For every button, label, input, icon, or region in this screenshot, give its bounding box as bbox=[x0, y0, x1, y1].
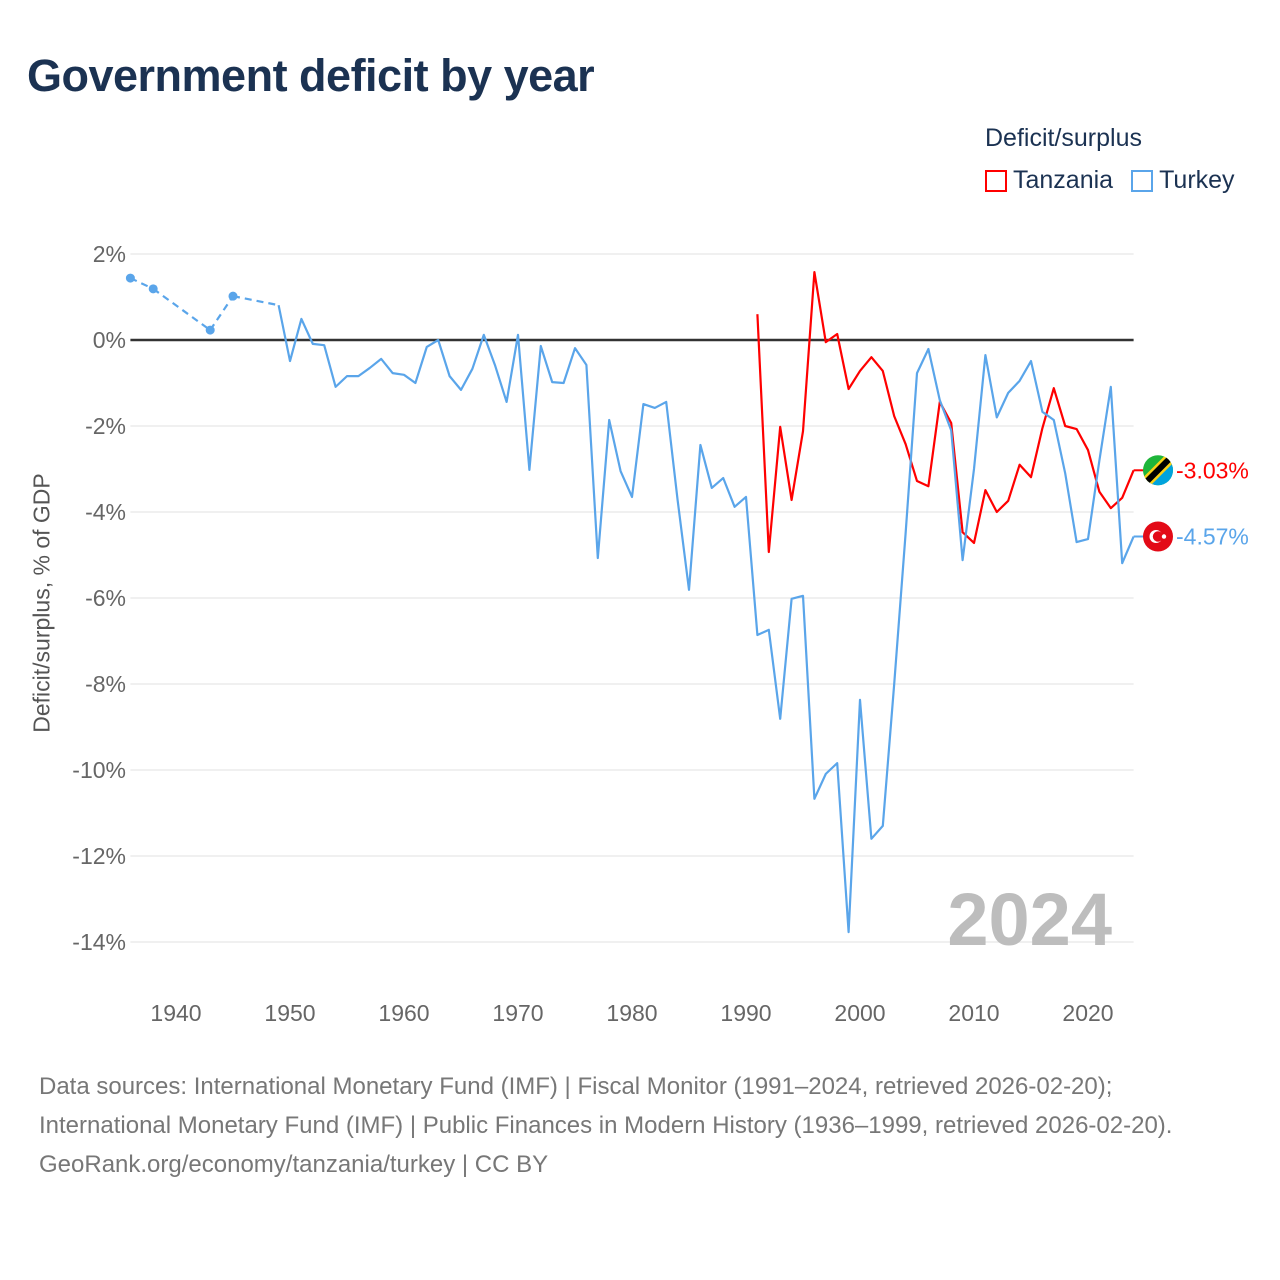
gap-segment bbox=[232, 295, 279, 307]
end-value-label: -3.03% bbox=[1176, 457, 1249, 483]
legend-title: Deficit/surplus bbox=[985, 124, 1142, 152]
flag-body bbox=[1143, 455, 1173, 486]
gap-segment bbox=[129, 277, 154, 290]
series-line bbox=[277, 304, 1135, 934]
y-tick-label: -2% bbox=[85, 413, 126, 439]
end-value-label: -4.57% bbox=[1176, 524, 1249, 550]
y-tick-label: -6% bbox=[85, 585, 126, 611]
y-tick-label: -8% bbox=[85, 671, 126, 697]
x-tick-label: 1940 bbox=[150, 1000, 201, 1026]
x-tick-label: 2000 bbox=[834, 1000, 885, 1026]
series-turkey bbox=[125, 273, 1135, 934]
series-line bbox=[756, 270, 1135, 554]
data-sources: Data sources: International Monetary Fun… bbox=[39, 1073, 1173, 1139]
gap-segment bbox=[152, 287, 211, 332]
x-tick-label: 1950 bbox=[264, 1000, 315, 1026]
x-tick-label: 2010 bbox=[948, 1000, 999, 1026]
series-tanzania bbox=[756, 270, 1135, 554]
flag-crescent-inner bbox=[1152, 531, 1164, 542]
legend-item-tanzania[interactable]: Tanzania bbox=[985, 166, 1113, 195]
tanzania-flag-icon bbox=[1143, 455, 1173, 486]
y-tick-label: 0% bbox=[93, 327, 126, 353]
x-tick-label: 1960 bbox=[378, 1000, 429, 1026]
flag-star bbox=[1161, 534, 1167, 539]
y-tick-label: 2% bbox=[93, 241, 126, 267]
gap-segment bbox=[209, 295, 234, 331]
y-tick-label: -10% bbox=[72, 757, 126, 783]
legend-swatch-turkey bbox=[1131, 169, 1154, 192]
turkey-flag-icon bbox=[1143, 521, 1173, 552]
legend-swatch-tanzania bbox=[985, 169, 1007, 192]
footer: Data sources: International Monetary Fun… bbox=[39, 1067, 1239, 1184]
x-tick-label: 1990 bbox=[720, 1000, 771, 1026]
x-tick-label: 1970 bbox=[492, 1000, 543, 1026]
x-tick-label: 2020 bbox=[1062, 1000, 1113, 1026]
credit-link[interactable]: GeoRank.org/economy/tanzania/turkey | CC… bbox=[39, 1151, 549, 1178]
x-tick-label: 1980 bbox=[606, 1000, 657, 1026]
legend-label: Tanzania bbox=[1013, 166, 1114, 194]
current-year-watermark: 2024 bbox=[947, 878, 1112, 961]
y-tick-label: -14% bbox=[72, 929, 126, 955]
legend: Tanzania Turkey bbox=[985, 166, 1235, 195]
legend-label: Turkey bbox=[1159, 166, 1235, 194]
legend-item-turkey[interactable]: Turkey bbox=[1131, 166, 1235, 195]
y-tick-label: -12% bbox=[72, 843, 126, 869]
chart-title: Government deficit by year bbox=[27, 50, 595, 101]
y-tick-label: -4% bbox=[85, 499, 126, 525]
flag-body bbox=[1143, 521, 1173, 552]
